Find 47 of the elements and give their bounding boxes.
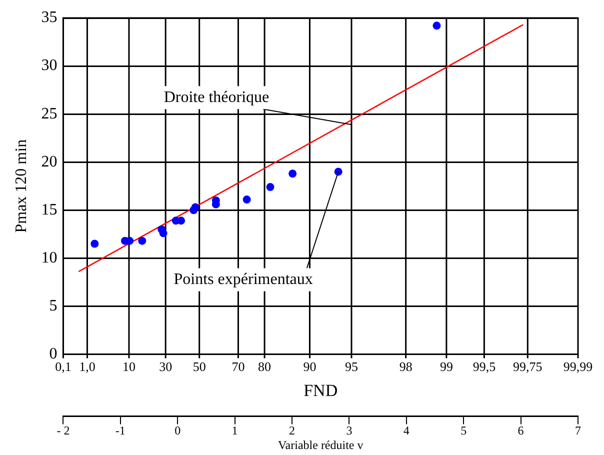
x-tick-label: - 2 bbox=[56, 424, 70, 438]
point bbox=[288, 170, 297, 178]
text: FND bbox=[304, 381, 338, 400]
text: 70 bbox=[232, 359, 245, 374]
x-tick-label: 2 bbox=[289, 424, 295, 438]
text: 80 bbox=[258, 359, 272, 374]
text: 99,5 bbox=[472, 359, 496, 374]
point bbox=[432, 22, 441, 30]
point bbox=[159, 229, 168, 238]
x-tick-label: -1 bbox=[115, 424, 126, 438]
y-tick-label: 20 bbox=[41, 153, 58, 170]
y-tick-label: 30 bbox=[41, 57, 58, 74]
x-tick-label: 5 bbox=[460, 424, 467, 438]
point bbox=[177, 216, 186, 225]
y-tick-label: 15 bbox=[41, 201, 58, 218]
x-tick-label: 4 bbox=[403, 424, 410, 438]
text: 50 bbox=[192, 359, 206, 374]
x-tick-label: 0 bbox=[174, 424, 181, 438]
point bbox=[90, 240, 99, 248]
x-tick-label: 7 bbox=[575, 424, 581, 438]
annotation: Points expérimentaux bbox=[174, 270, 313, 288]
point bbox=[191, 203, 200, 212]
text: 99,75 bbox=[513, 359, 542, 374]
text: 1,0 bbox=[79, 359, 96, 374]
y-tick-label: 5 bbox=[49, 297, 58, 314]
annotation: Droite théorique bbox=[164, 88, 270, 106]
text: 99,99 bbox=[563, 359, 593, 374]
y-axis-title: Pmax 120 min bbox=[12, 139, 30, 233]
text: 99 bbox=[440, 359, 453, 374]
point bbox=[242, 196, 251, 204]
text: 98 bbox=[399, 359, 412, 374]
y-tick-label: 25 bbox=[41, 105, 58, 122]
point bbox=[138, 236, 146, 245]
x-tick-label: 6 bbox=[518, 424, 524, 438]
text: 30 bbox=[159, 359, 172, 374]
x-tick-label: 3 bbox=[346, 424, 352, 438]
y-tick-label: 10 bbox=[41, 249, 58, 266]
y-tick-label: 0 bbox=[49, 345, 58, 362]
text: 95 bbox=[344, 359, 358, 374]
point bbox=[334, 168, 342, 176]
x-axis-title: Variable réduite v bbox=[278, 438, 364, 452]
point bbox=[266, 183, 274, 192]
x-tick-label: 1 bbox=[232, 424, 238, 438]
text: 0,1 bbox=[55, 359, 72, 374]
y-tick-label: 35 bbox=[41, 9, 58, 26]
text: 10 bbox=[122, 359, 136, 374]
text: 90 bbox=[303, 359, 316, 374]
